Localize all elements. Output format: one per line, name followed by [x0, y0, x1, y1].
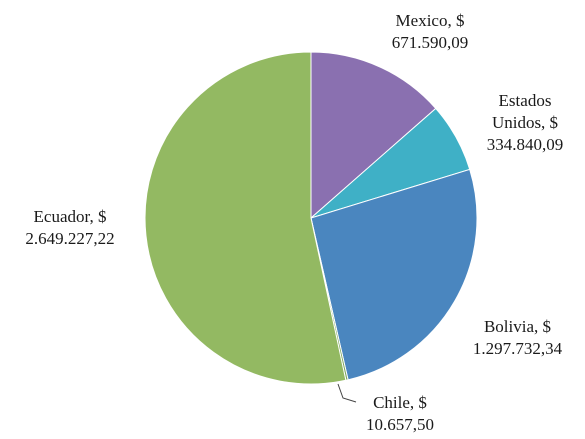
- label-line: 10.657,50: [366, 415, 434, 434]
- label-line: Bolivia, $: [483, 317, 552, 336]
- label-line: 671.590,09: [391, 33, 469, 52]
- chile-leader-line: [337, 383, 357, 403]
- label-line: Mexico, $: [395, 11, 465, 30]
- label-line: Ecuador, $: [33, 207, 107, 226]
- pie-slice-bolivia: [310, 168, 478, 381]
- slice-label-ecuador: Ecuador, $ 2.649.227,22: [5, 206, 135, 250]
- label-line: Chile, $: [373, 393, 427, 412]
- slice-label-bolivia: Bolivia, $ 1.297.732,34: [455, 316, 580, 360]
- pie-slices: [144, 51, 478, 385]
- pie-slice-ecuador: [144, 51, 347, 385]
- pie-slice-mexico: [310, 51, 437, 220]
- slice-label-mexico: Mexico, $ 671.590,09: [365, 10, 495, 54]
- label-line: 2.649.227,22: [25, 229, 115, 248]
- label-line: 1.297.732,34: [472, 339, 563, 358]
- label-line: Estados: [498, 91, 552, 110]
- label-line: Unidos, $: [491, 113, 559, 132]
- label-line: 334.840,09: [486, 135, 564, 154]
- slice-label-chile: Chile, $ 10.657,50: [345, 392, 455, 436]
- slice-label-estados-unidos: Estados Unidos, $ 334.840,09: [470, 90, 580, 156]
